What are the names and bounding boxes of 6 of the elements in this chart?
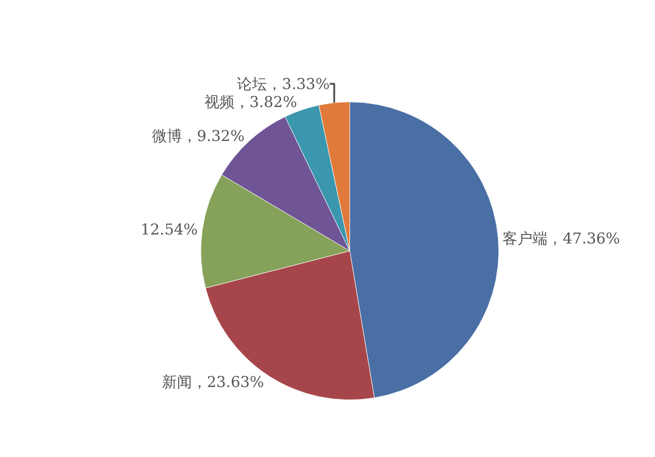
slice-label: 论坛，3.33%: [237, 74, 330, 93]
slice-label: 客户端，47.36%: [502, 229, 620, 248]
slice-label: 新闻，23.63%: [162, 373, 264, 392]
slice-label: 视频，3.82%: [204, 92, 298, 111]
slice-label: 微博，9.32%: [152, 127, 245, 146]
data-label: 12.54%: [140, 220, 198, 239]
